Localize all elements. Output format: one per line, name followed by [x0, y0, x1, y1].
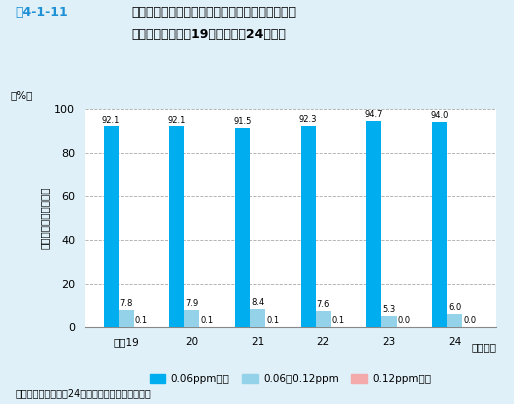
Bar [185, 310, 199, 327]
Bar [447, 314, 462, 327]
Bar [366, 121, 381, 327]
Text: 92.3: 92.3 [299, 115, 318, 124]
Bar [316, 311, 331, 327]
Text: 7.9: 7.9 [185, 299, 198, 308]
Text: 6.0: 6.0 [448, 303, 461, 312]
Bar [103, 126, 119, 327]
Text: 0.1: 0.1 [332, 316, 345, 325]
Text: 7.6: 7.6 [317, 300, 330, 309]
Bar [432, 122, 447, 327]
Bar [235, 128, 250, 327]
Text: 8.4: 8.4 [251, 298, 264, 307]
Text: 昼間の光化学オキシダント濃度レベル別測定時間: 昼間の光化学オキシダント濃度レベル別測定時間 [131, 6, 296, 19]
Text: 0.0: 0.0 [397, 316, 411, 326]
Text: 0.1: 0.1 [135, 316, 148, 325]
Text: （年度）: （年度） [471, 343, 496, 353]
Text: 94.7: 94.7 [364, 110, 383, 119]
Text: 資料：環境省「平成24年度大気汚染状況報告書」: 資料：環境省「平成24年度大気汚染状況報告書」 [15, 388, 151, 398]
Y-axis label: 濃度別測定時間の割合: 濃度別測定時間の割合 [40, 187, 50, 249]
Bar [301, 126, 316, 327]
Text: 5.3: 5.3 [382, 305, 396, 314]
Text: 0.0: 0.0 [463, 316, 476, 326]
Bar [169, 126, 185, 327]
Bar [250, 309, 265, 327]
Text: 7.8: 7.8 [119, 299, 133, 309]
Text: 0.1: 0.1 [266, 316, 279, 325]
Legend: 0.06ppm以下, 0.06〜0.12ppm, 0.12ppm以上: 0.06ppm以下, 0.06〜0.12ppm, 0.12ppm以上 [145, 370, 435, 388]
Text: （%）: （%） [11, 90, 33, 100]
Text: 92.1: 92.1 [102, 116, 120, 124]
Bar [119, 310, 134, 327]
Bar [381, 316, 396, 327]
Text: 92.1: 92.1 [168, 116, 186, 124]
Text: 91.5: 91.5 [233, 117, 252, 126]
Text: 図4-1-11: 図4-1-11 [15, 6, 68, 19]
Text: 0.1: 0.1 [200, 316, 213, 325]
Text: 割合の推移（平成19年度〜平成24年度）: 割合の推移（平成19年度〜平成24年度） [131, 28, 286, 41]
Text: 94.0: 94.0 [430, 112, 449, 120]
